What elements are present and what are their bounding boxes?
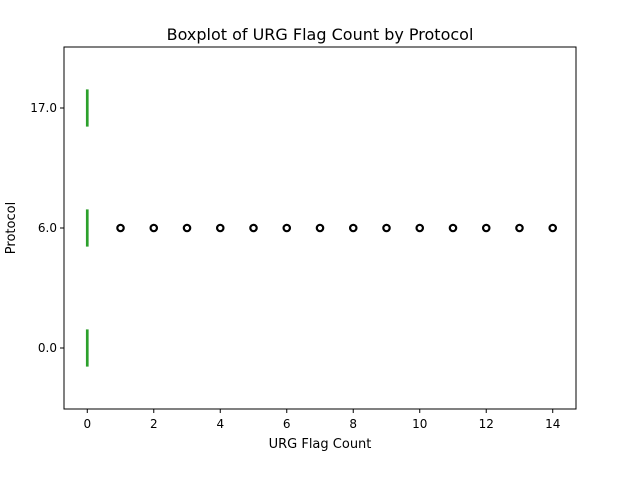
box-group-0-0 <box>85 329 89 367</box>
outlier-point <box>116 223 125 233</box>
outlier-point <box>315 223 325 233</box>
x-axis: 0 2 4 6 8 10 12 14 <box>83 409 560 431</box>
x-tick-label: 10 <box>412 417 427 431</box>
x-tick-label: 14 <box>545 417 560 431</box>
y-tick-label: 0.0 <box>38 341 57 355</box>
box-group-6-0 <box>85 209 558 247</box>
x-tick-label: 2 <box>150 417 158 431</box>
outlier-point <box>448 223 458 233</box>
x-tick-label: 6 <box>283 417 291 431</box>
outlier-point <box>382 223 391 233</box>
outlier-point <box>182 223 192 233</box>
x-axis-label: URG Flag Count <box>269 437 372 452</box>
outlier-point <box>515 223 524 233</box>
y-axis-label: Protocol <box>4 202 19 254</box>
y-tick-label: 17.0 <box>30 101 57 115</box>
box-group-17-0 <box>85 89 89 127</box>
x-tick-label: 4 <box>216 417 224 431</box>
chart-title: Boxplot of URG Flag Count by Protocol <box>167 25 474 44</box>
outlier-point <box>481 223 491 233</box>
x-tick-label: 12 <box>479 417 494 431</box>
x-tick-label: 0 <box>83 417 91 431</box>
outlier-point <box>348 223 358 233</box>
x-tick-label: 8 <box>349 417 357 431</box>
outlier-point <box>149 223 159 233</box>
outlier-point <box>249 223 258 233</box>
outlier-point <box>415 223 425 233</box>
outlier-point <box>282 223 292 233</box>
outlier-point <box>215 223 225 233</box>
plot-area <box>85 89 558 367</box>
y-tick-label: 6.0 <box>38 221 57 235</box>
outlier-point <box>548 223 558 233</box>
y-axis: 0.0 6.0 17.0 <box>30 101 64 355</box>
